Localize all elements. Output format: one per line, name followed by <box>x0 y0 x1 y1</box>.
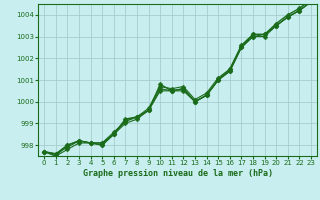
X-axis label: Graphe pression niveau de la mer (hPa): Graphe pression niveau de la mer (hPa) <box>83 169 273 178</box>
